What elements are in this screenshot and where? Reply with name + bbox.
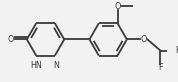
Text: O: O (140, 35, 147, 44)
Text: N: N (53, 61, 59, 70)
Text: O: O (114, 2, 121, 11)
Text: F: F (158, 63, 163, 72)
Text: O: O (7, 35, 14, 44)
Text: HN: HN (30, 61, 42, 70)
Text: F: F (175, 46, 178, 55)
